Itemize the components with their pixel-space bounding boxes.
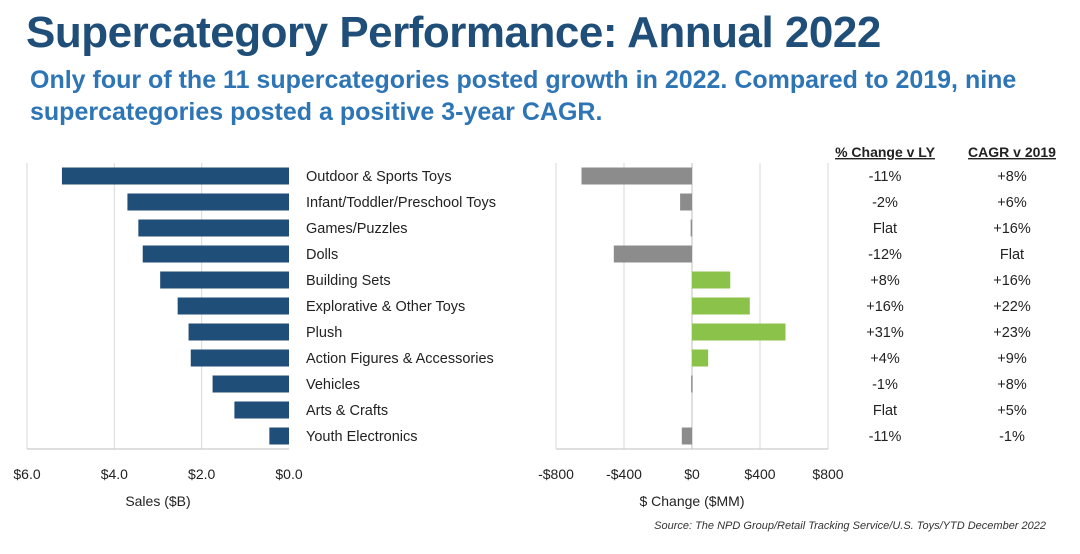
table-cell: +8%: [870, 273, 900, 289]
x-axis-title: $ Change ($MM): [639, 493, 744, 509]
table-cell: -12%: [868, 247, 902, 263]
table-cell: +23%: [993, 325, 1031, 341]
decline-bar: [613, 245, 692, 263]
growth-bar: [692, 349, 709, 367]
slide-subtitle: Only four of the 11 supercategories post…: [30, 66, 1017, 126]
category-label: Games/Puzzles: [306, 221, 408, 237]
sales-bar: [177, 297, 289, 315]
x-tick-label: $0: [684, 466, 700, 482]
category-label: Dolls: [306, 247, 338, 263]
table-cell: +4%: [870, 351, 900, 367]
category-label: Building Sets: [306, 273, 391, 289]
category-label: Arts & Crafts: [306, 403, 388, 419]
decline-bar: [690, 219, 693, 237]
x-tick-label: $6.0: [13, 466, 40, 482]
category-label: Action Figures & Accessories: [306, 351, 494, 367]
decline-bar: [581, 167, 692, 185]
table-cell: +9%: [997, 351, 1027, 367]
table-cell: -1%: [999, 429, 1025, 445]
table-cell: +16%: [993, 273, 1031, 289]
decline-bar: [680, 193, 692, 211]
table-cell: -2%: [872, 195, 898, 211]
table-cell: +5%: [997, 403, 1027, 419]
sales-bar: [269, 427, 289, 445]
sales-bar: [212, 375, 289, 393]
x-axis-title: Sales ($B): [125, 493, 190, 509]
table-cell: -11%: [869, 169, 902, 185]
growth-bar: [692, 297, 750, 315]
table-cell: +6%: [997, 195, 1027, 211]
sales-bar: [234, 401, 289, 419]
table-cell: -1%: [872, 377, 898, 393]
table-cell: +8%: [997, 169, 1027, 185]
table-cell: -11%: [869, 429, 902, 445]
sales-bar: [142, 245, 289, 263]
category-label: Explorative & Other Toys: [306, 299, 465, 315]
x-tick-label: $4.0: [101, 466, 128, 482]
growth-bar: [692, 271, 731, 289]
table-cell: Flat: [873, 403, 897, 419]
growth-bar: [692, 323, 786, 341]
decline-bar: [691, 375, 693, 393]
slide-title: Supercategory Performance: Annual 2022: [26, 8, 881, 57]
sales-bar: [61, 167, 289, 185]
x-tick-label: $0.0: [275, 466, 302, 482]
table-cell: +16%: [866, 299, 904, 315]
category-label: Vehicles: [306, 377, 360, 393]
category-label: Infant/Toddler/Preschool Toys: [306, 195, 496, 211]
table-cell: Flat: [873, 221, 897, 237]
table-cell: +16%: [993, 221, 1031, 237]
x-tick-label: $800: [812, 466, 843, 482]
source-note: Source: The NPD Group/Retail Tracking Se…: [654, 520, 1046, 532]
category-label: Plush: [306, 325, 342, 341]
sales-bar: [190, 349, 289, 367]
sales-bar: [138, 219, 289, 237]
table-cell: +8%: [997, 377, 1027, 393]
table-header: % Change v LY: [835, 144, 936, 160]
table-cell: +31%: [866, 325, 904, 341]
category-label: Outdoor & Sports Toys: [306, 169, 452, 185]
table-header: CAGR v 2019: [968, 144, 1056, 160]
x-tick-label: -$400: [606, 466, 642, 482]
x-tick-label: $400: [744, 466, 775, 482]
x-tick-label: -$800: [538, 466, 574, 482]
category-label: Youth Electronics: [306, 429, 418, 445]
x-tick-label: $2.0: [188, 466, 215, 482]
decline-bar: [681, 427, 692, 445]
sales-bar: [127, 193, 289, 211]
sales-bar: [188, 323, 289, 341]
sales-bar: [160, 271, 289, 289]
table-cell: +22%: [993, 299, 1031, 315]
table-cell: Flat: [1000, 247, 1024, 263]
